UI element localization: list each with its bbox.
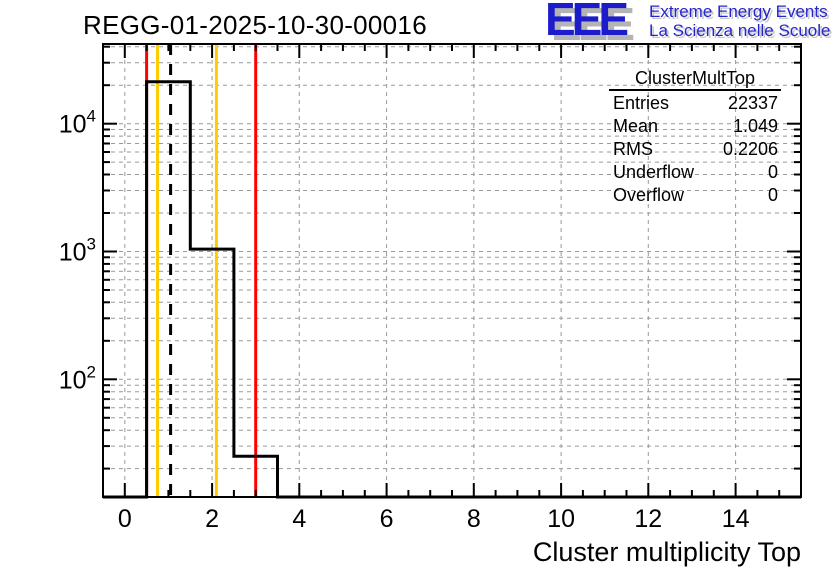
stats-row: Underflow 0 <box>609 162 781 185</box>
x-tick-label: 2 <box>205 505 219 533</box>
page-title: REGG-01-2025-10-30-00016 <box>83 10 427 40</box>
stats-row-label: Underflow <box>613 162 695 182</box>
stats-row: Entries 22337 <box>609 93 781 116</box>
x-axis-title: Cluster multiplicity Top <box>532 537 801 567</box>
x-tick-label: 10 <box>547 505 575 533</box>
stats-row-label: Entries <box>613 93 670 113</box>
stats-row-value: 0 <box>767 162 778 182</box>
stats-row: Mean 1.049 <box>609 116 781 139</box>
x-tick-label: 0 <box>118 505 132 533</box>
eee-logo-text: EEE <box>545 0 629 45</box>
stats-row-value: 1.049 <box>732 116 778 136</box>
stats-row-value: 22337 <box>727 93 778 113</box>
stats-separator <box>609 89 781 91</box>
stats-row: RMS 0.2206 <box>609 139 781 162</box>
y-tick-label: 104 <box>59 107 96 139</box>
logo-subtitle-line1: Extreme Energy Events <box>649 2 828 21</box>
stats-title: ClusterMultTop <box>634 68 756 88</box>
x-tick-label: 8 <box>467 505 481 533</box>
stats-row-label: Overflow <box>613 185 685 205</box>
stats-row-label: RMS <box>613 139 653 159</box>
y-tick-label: 102 <box>59 362 96 394</box>
stats-row-label: Mean <box>613 116 659 136</box>
stats-row-value: 0 <box>767 185 778 205</box>
x-tick-label: 4 <box>292 505 306 533</box>
y-tick-label: 103 <box>59 235 96 267</box>
x-tick-label: 12 <box>634 505 662 533</box>
x-tick-label: 14 <box>722 505 750 533</box>
stats-row-value: 0.2206 <box>722 139 778 159</box>
stats-row: Overflow 0 <box>609 185 781 208</box>
logo-subtitle-line2: La Scienza nelle Scuole <box>649 21 831 40</box>
x-tick-label: 6 <box>380 505 394 533</box>
